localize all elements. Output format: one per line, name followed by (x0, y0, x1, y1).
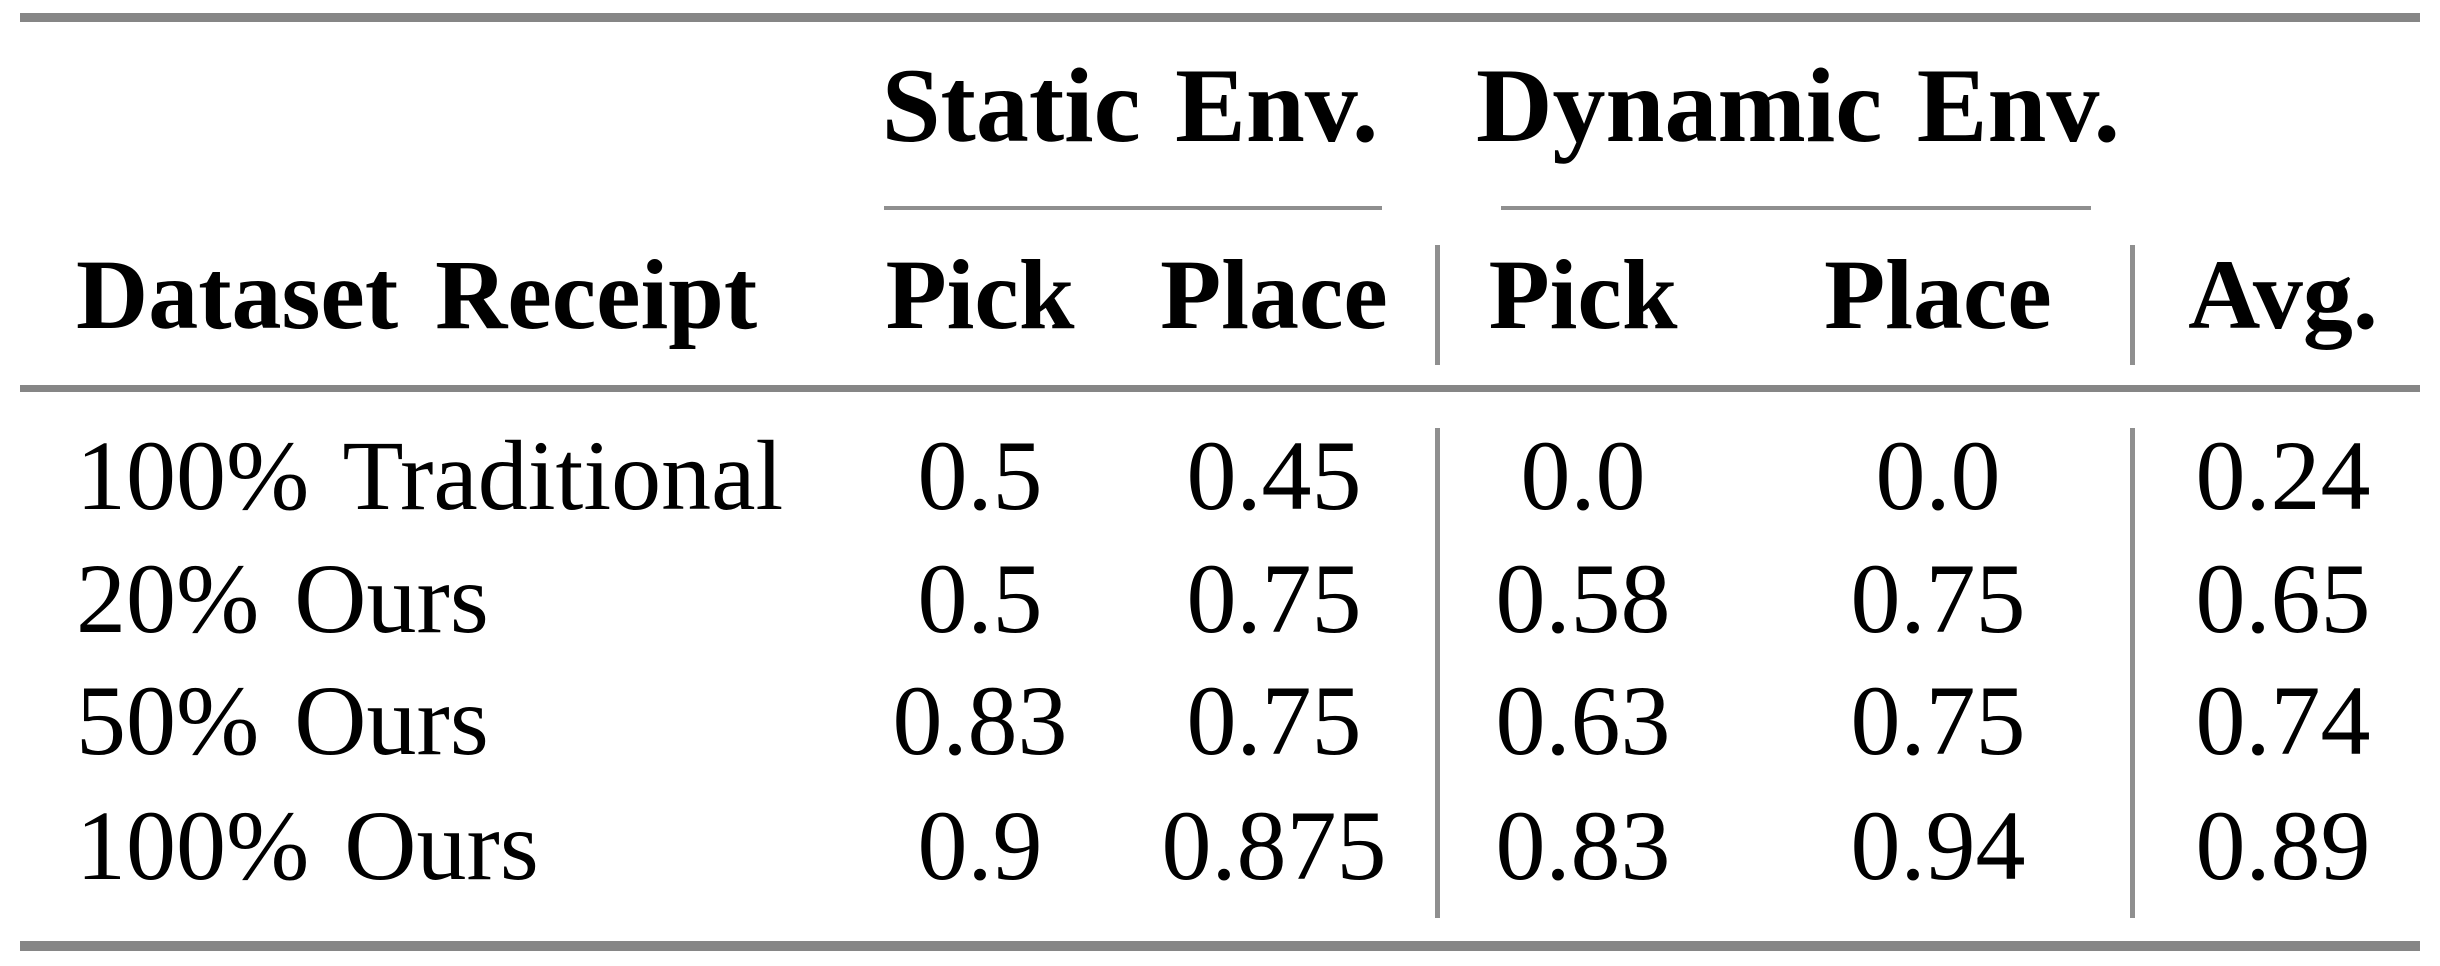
dynamic-pick-value: 0.58 (1495, 543, 1671, 654)
table-row: 100% Traditional 0.5 0.45 0.0 0.0 0.24 (0, 426, 2440, 538)
row-label: 100% Ours (76, 790, 539, 901)
group-header-static-env: Static Env. (881, 47, 1379, 164)
static-place-value: 0.45 (1186, 420, 1362, 531)
dynamic-place-value: 0.75 (1850, 665, 2026, 776)
vertical-separator-2 (2130, 428, 2135, 918)
vertical-separator-2 (2130, 245, 2135, 365)
static-place-value: 0.75 (1186, 665, 1362, 776)
static-pick-value: 0.5 (917, 420, 1043, 531)
table-row: 50% Ours 0.83 0.75 0.63 0.75 0.74 (0, 671, 2440, 783)
dynamic-place-value: 0.75 (1850, 543, 2026, 654)
avg-value: 0.89 (2195, 790, 2371, 901)
dynamic-env-underline (1501, 206, 2091, 210)
static-place-value: 0.875 (1161, 790, 1387, 901)
row-label: 100% Traditional (76, 420, 784, 531)
static-place-value: 0.75 (1186, 543, 1362, 654)
avg-value: 0.65 (2195, 543, 2371, 654)
table-row: 100% Ours 0.9 0.875 0.83 0.94 0.89 (0, 796, 2440, 908)
static-pick-value: 0.9 (917, 790, 1043, 901)
row-label: 50% Ours (76, 665, 489, 776)
dynamic-pick-value: 0.63 (1495, 665, 1671, 776)
dynamic-place-value: 0.0 (1875, 420, 2001, 531)
column-header-dataset-receipt: Dataset Receipt (76, 239, 758, 350)
group-header-dynamic-env: Dynamic Env. (1475, 47, 2121, 164)
dynamic-place-value: 0.94 (1850, 790, 2026, 901)
column-header-dynamic-place: Place (1824, 239, 2052, 350)
bottom-rule (20, 941, 2420, 951)
avg-value: 0.74 (2195, 665, 2371, 776)
avg-value: 0.24 (2195, 420, 2371, 531)
row-label: 20% Ours (76, 543, 489, 654)
top-rule (20, 13, 2420, 22)
static-pick-value: 0.83 (892, 665, 1068, 776)
table-row: 20% Ours 0.5 0.75 0.58 0.75 0.65 (0, 549, 2440, 661)
dynamic-pick-value: 0.0 (1520, 420, 1646, 531)
column-header-dynamic-pick: Pick (1488, 239, 1678, 350)
dynamic-pick-value: 0.83 (1495, 790, 1671, 901)
vertical-separator-1 (1435, 428, 1440, 918)
column-header-avg: Avg. (2188, 239, 2378, 350)
column-header-static-pick: Pick (885, 239, 1075, 350)
static-env-underline (884, 206, 1382, 210)
mid-rule (20, 385, 2420, 392)
static-pick-value: 0.5 (917, 543, 1043, 654)
column-header-static-place: Place (1160, 239, 1388, 350)
vertical-separator-1 (1435, 245, 1440, 365)
